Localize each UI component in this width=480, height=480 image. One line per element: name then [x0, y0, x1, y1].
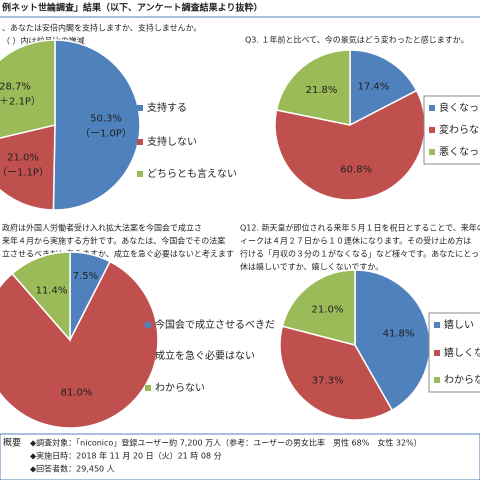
pie-slice: [0, 124, 56, 211]
footer-line: ◆回答者数：29,450 人: [30, 464, 115, 474]
value-label: 21.0%: [312, 304, 344, 315]
question-text: 来年４月から実施する方針です。あなたは、今国会でその法案: [2, 236, 225, 246]
legend-swatch: [137, 139, 143, 145]
legend-swatch: [429, 149, 435, 155]
footer-line: ◆実施日時：2018 年 11 月 20 日（火）21 時 08 分: [30, 451, 222, 461]
legend-label: わからない: [444, 374, 480, 386]
question-text: Q12. 新天皇が即位される来年５月１日を祝日とすることで、来年の: [240, 223, 480, 233]
legend-swatch: [145, 322, 151, 328]
legend-label: 悪くなった: [439, 146, 480, 158]
question-text: 休は嬉しいですか、嬉しくないですか。: [240, 262, 383, 272]
footer-line: ◆調査対象：「niconico」登録ユーザー約 7,200 万人（参考：ユーザー…: [30, 438, 422, 448]
legend-label: 良くなった: [439, 101, 480, 114]
legend-label: 支持しない: [147, 135, 197, 148]
pie-slice: [11, 251, 71, 343]
value-label: 81.0%: [61, 387, 93, 398]
pie-slice: [275, 49, 351, 126]
value-label: 11.4%: [36, 286, 68, 297]
legend-swatch: [434, 322, 440, 328]
legend-swatch: [137, 105, 143, 111]
footer-box: [0, 433, 480, 480]
value-label: 7.5%: [73, 271, 98, 282]
legend-swatch: [145, 385, 151, 391]
change-label: （＋2.1P）: [0, 95, 41, 107]
legend-swatch: [434, 377, 440, 383]
value-label: 60.8%: [340, 165, 372, 176]
pie-slice: [281, 269, 356, 346]
pie-slice: [0, 260, 159, 429]
question-text: 、あなたは安倍内閣を支持しますか、支持しませんか。: [2, 23, 201, 33]
legend-swatch: [137, 171, 143, 177]
legend-swatch: [145, 353, 151, 359]
legend-label: わからない: [155, 382, 205, 394]
legend-label: 変わらない: [439, 123, 480, 136]
legend-swatch: [429, 105, 435, 111]
pie-slice: [349, 49, 418, 127]
legend-label: 嬉しい: [444, 318, 474, 331]
question-text: ィークは４月２７日から１０連休になります。その受け止め方は: [240, 236, 471, 246]
pie-slice: [0, 39, 56, 139]
legend-swatch: [434, 350, 440, 356]
pie-slice: [354, 269, 431, 412]
value-label: 21.8%: [306, 85, 338, 96]
question-text: 行ける「月収の３分の１がなくなる」など様々です。あなたにとっ: [240, 249, 479, 259]
value-label: 28.7%: [0, 81, 31, 92]
pie-slice: [279, 325, 394, 421]
legend-swatch: [429, 127, 435, 133]
legend-label: 嬉しくない: [444, 346, 480, 359]
value-label: 50.3%: [90, 113, 122, 124]
question-text: 政府は外国人労働者受け入れ拡大法案を今国会で成立さ: [2, 223, 202, 233]
legend-label: 成立を急ぐ必要はない: [155, 349, 255, 362]
value-label: 37.3%: [312, 376, 344, 387]
footer-heading: 概要: [3, 437, 21, 449]
page-title: 例ネット世論調査」結果（以下、アンケート調査結果より抜粋）: [2, 2, 262, 14]
legend-label: どちらとも言えない: [147, 167, 237, 180]
value-label: 41.8%: [383, 328, 415, 339]
change-label: （ー1.1P）: [0, 167, 49, 179]
change-label: （ー1.0P）: [80, 127, 132, 139]
question-text: Q3. １年前と比べて、今の景気はどう変わったと感じますか。: [245, 35, 469, 45]
question-text: 立させるべきだと考えますか、成立を急ぐ必要はないと考えます: [2, 249, 234, 259]
pie-slice: [52, 39, 141, 211]
legend-label: 支持する: [147, 101, 187, 114]
value-label: 21.0%: [7, 153, 39, 164]
value-label: 17.4%: [358, 82, 390, 93]
legend-label: 今国会で成立させるべきだ: [155, 318, 275, 331]
